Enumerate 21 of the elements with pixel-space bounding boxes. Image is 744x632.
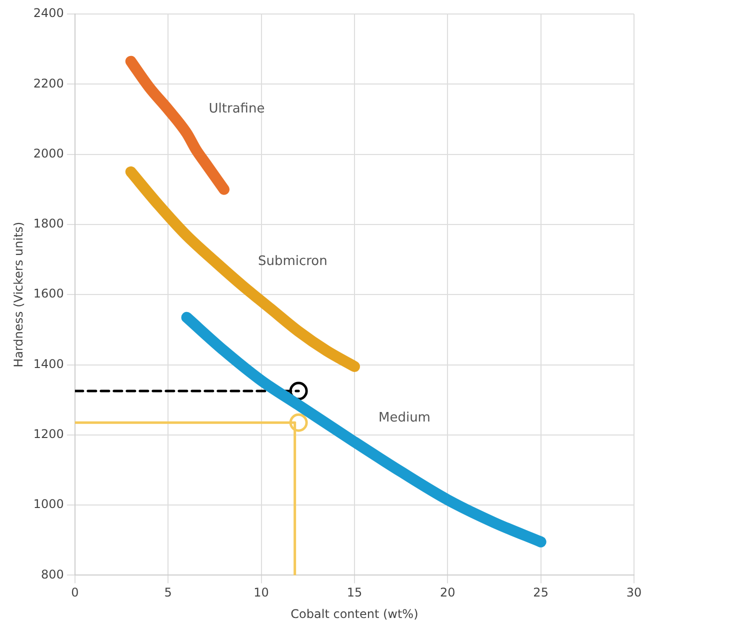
y-tick-label: 1400 bbox=[33, 356, 64, 371]
text: Medium bbox=[378, 410, 430, 426]
y-tick-label: 2200 bbox=[33, 76, 64, 90]
x-tick-label: 15 bbox=[346, 586, 362, 600]
text: Ultrafine bbox=[208, 102, 265, 117]
x-tick-label: 25 bbox=[533, 586, 548, 600]
y-tick-label: 1800 bbox=[33, 216, 64, 231]
x-tick-label: 20 bbox=[440, 586, 456, 600]
y-axis-title: Hardness (Vickers units) bbox=[11, 222, 26, 368]
x-tick-label: 5 bbox=[164, 586, 172, 600]
x-axis-title: Cobalt content (wt%) bbox=[290, 606, 418, 621]
x-tick-label: 10 bbox=[254, 586, 269, 600]
x-tick-label: 0 bbox=[71, 586, 79, 600]
x-tick-label: 30 bbox=[626, 586, 642, 600]
series-label: Submicron bbox=[258, 254, 328, 270]
y-tick-label: 2400 bbox=[33, 6, 64, 20]
y-tick-label: 1200 bbox=[33, 427, 64, 442]
y-tick-label: 1000 bbox=[33, 497, 64, 512]
y-tick-label: 1600 bbox=[33, 286, 64, 301]
y-tick-label: 2000 bbox=[33, 146, 64, 160]
y-tick-label: 800 bbox=[41, 567, 64, 582]
